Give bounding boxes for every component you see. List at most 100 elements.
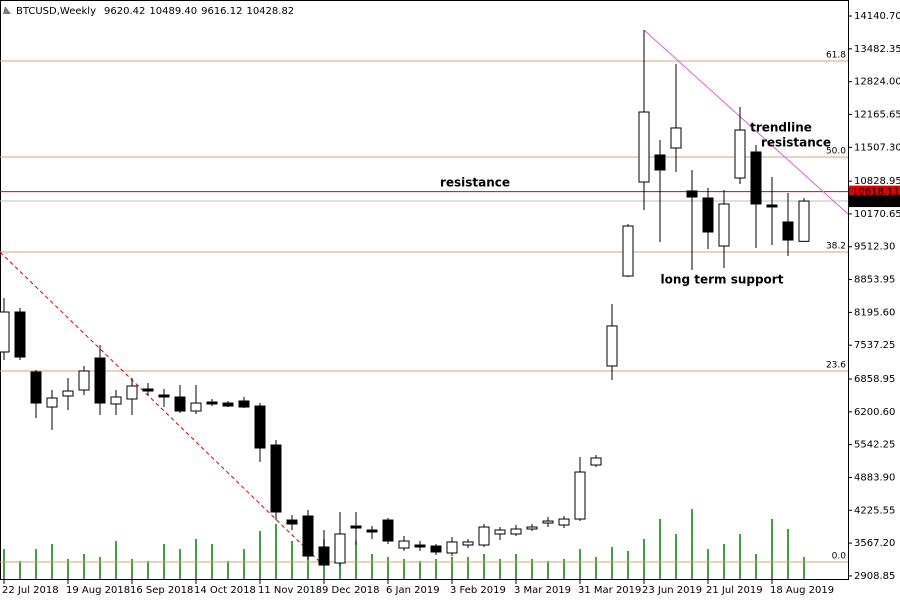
y-tick-label: 9512.30 [854,242,895,253]
y-tick-label: 6200.60 [854,407,895,418]
candle-body [766,204,778,208]
candle-body [206,401,218,405]
fib-label: 38.2 [826,241,846,251]
x-tick-label: 18 Aug 2019 [770,585,834,596]
x-tick-label: 11 Nov 2018 [258,585,322,596]
x-tick-label: 22 Jul 2018 [2,585,59,596]
candle-body [238,400,250,408]
y-tick-label: 12824.00 [854,77,900,88]
candle-body [366,529,378,533]
x-tick-label: 19 Aug 2018 [66,585,130,596]
y-tick-label: 5542.25 [854,440,895,451]
header-value: 10489.40 [149,6,197,17]
candle-body [414,544,426,548]
x-tick-label: 9 Dec 2018 [322,585,380,596]
y-tick-label: 2908.85 [854,571,895,582]
candle-body [158,394,170,398]
candle-body [734,129,746,179]
y-tick-label: 12165.65 [854,109,900,120]
price-marker [849,195,900,208]
trendline [0,251,321,563]
y-tick-label: 8853.95 [854,275,895,286]
fib-label: 50.0 [826,147,846,157]
candle-body [286,519,298,525]
y-tick-label: 8195.60 [854,307,895,318]
candle-body [254,405,266,449]
header: BTCUSD,Weekly 9620.42 10489.40 9616.12 10428… [16,6,294,17]
x-tick-label: 31 Mar 2019 [578,585,641,596]
symbol: BTCUSD,Weekly [16,6,96,17]
header-value: 9616.12 [201,6,242,17]
candle-body [222,402,234,407]
y-tick-label: 11507.30 [854,142,900,153]
header-value: 10428.82 [246,6,294,17]
candle-body [526,526,538,530]
price-marker-label: 10428.82 [852,196,900,207]
candle-body [654,154,666,171]
x-tick-label: 23 Jun 2019 [642,585,702,596]
candle-body [638,111,650,183]
price-marker [849,185,900,198]
candle-body [30,371,42,404]
y-tick-label: 3567.20 [854,538,895,549]
y-tick-label: 6858.95 [854,374,895,385]
x-tick-label: 3 Feb 2019 [450,585,506,596]
fib-label: 0.0 [832,552,847,562]
candle-body [462,541,474,546]
price-marker-label: 10618.11 [852,187,900,198]
candle-body [174,396,186,412]
x-tick-label: 6 Jan 2019 [386,585,440,596]
candle-body [398,540,410,549]
candle-body [318,546,330,566]
candle-body [302,515,314,557]
y-tick-label: 4225.55 [854,505,895,516]
candle-body [478,526,490,546]
candle-body [798,200,810,242]
candle-body [142,388,154,392]
x-tick-label: 16 Sep 2018 [130,585,193,596]
plot-frame [0,0,849,580]
candle-body [382,519,394,542]
fib-label: 23.6 [826,360,846,370]
candle-body [558,518,570,526]
candle-body [542,520,554,524]
y-tick-label: 13482.35 [854,44,900,55]
candle-body [574,471,586,520]
candle-body [78,370,90,391]
candle-body [14,311,26,358]
header-value: 9620.42 [104,6,145,17]
annotation: trendline [750,121,812,135]
candle-body [510,528,522,535]
candle-body [0,311,10,353]
candle-body [46,397,58,408]
candle-body [446,541,458,554]
header-icon [3,6,11,14]
x-tick-label: 3 Mar 2019 [514,585,571,596]
candle-body [750,151,762,205]
candle-body [702,197,714,233]
y-tick-label: 10170.65 [854,209,900,220]
annotation: resistance [440,176,510,190]
annotation: resistance [761,136,831,150]
y-tick-label: 4883.90 [854,472,895,483]
candle-body [190,402,202,412]
y-tick-label: 14140.70 [854,11,900,22]
candle-body [334,533,346,564]
candle-body [110,396,122,405]
annotation: long term support [661,273,784,287]
candle-body [670,127,682,149]
y-tick-label: 7537.25 [854,340,895,351]
candle-body [782,221,794,241]
candle-body [622,225,634,277]
candle-body [62,390,74,397]
candle-body [350,525,362,529]
y-tick-label: 10828.95 [854,176,900,187]
candle-body [270,444,282,513]
candle-body [430,545,442,553]
candle-body [94,357,106,404]
x-tick-label: 21 Jul 2019 [706,585,763,596]
candle-body [718,203,730,247]
candle-body [606,325,618,367]
